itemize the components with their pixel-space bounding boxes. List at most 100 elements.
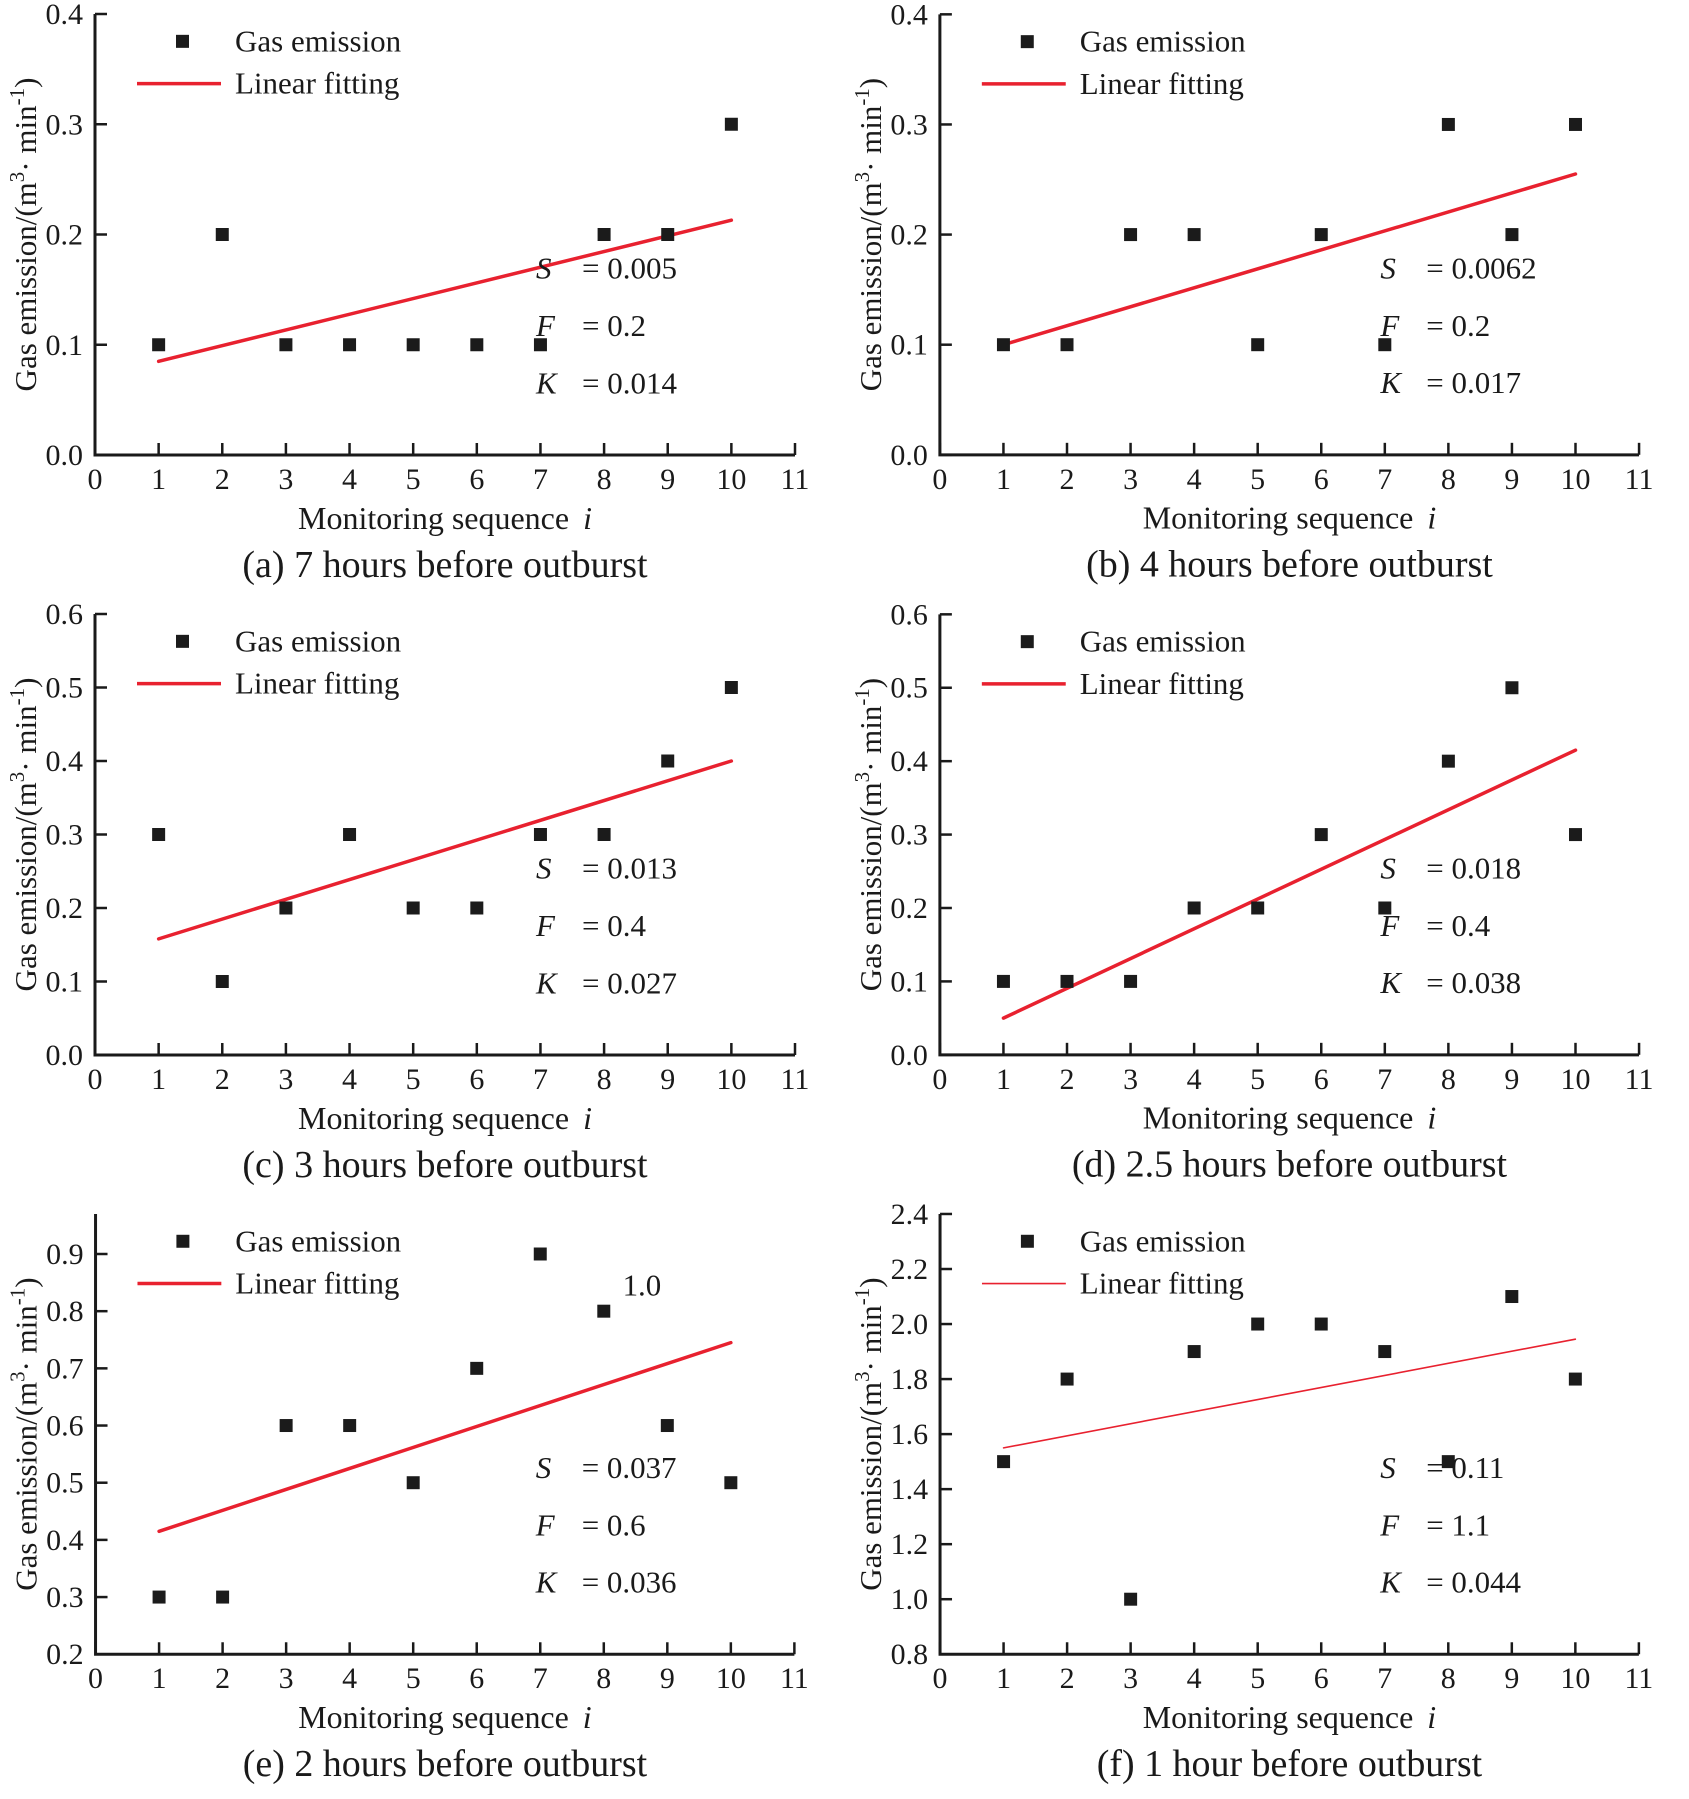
data-point (1505, 681, 1519, 695)
stat-line: K = 0.027 (535, 965, 677, 1000)
data-points (152, 117, 738, 352)
x-tick-label: 2 (1060, 1662, 1075, 1695)
y-tick-label: 0.0 (890, 439, 927, 472)
stat-line: K = 0.044 (1379, 1565, 1521, 1600)
stat-value: = 0.013 (582, 851, 677, 886)
x-tick-label: 8 (597, 463, 612, 496)
axis-spines (93, 14, 795, 457)
y-tick-label: 0.6 (46, 600, 84, 631)
x-axis-title-var: i (583, 500, 592, 536)
x-tick-label: 3 (1123, 1662, 1138, 1695)
x-axis-title-var: i (1427, 1700, 1436, 1735)
axis-spines (938, 1213, 1639, 1656)
legend-label-linear-fitting: Linear fitting (1080, 666, 1244, 701)
x-axis-title-var: i (583, 1700, 592, 1735)
x-tick-label: 6 (469, 1063, 484, 1096)
y-tick-label: 0.4 (46, 0, 84, 31)
legend: Gas emission Linear fitting (137, 23, 402, 101)
y-axis-title-prefix: Gas emission/(m (8, 782, 43, 991)
stat-letter: K (1379, 965, 1402, 1000)
y-axis-title-sup: 3 (5, 772, 29, 783)
x-tick-label: 1 (996, 1063, 1011, 1096)
fit-line (1002, 1338, 1577, 1449)
data-point (533, 828, 547, 841)
legend-point-marker-icon (1020, 35, 1034, 49)
y-axis-title: Gas emission/(m3· min-1) (5, 78, 43, 392)
y-tick-label: 0.9 (46, 1238, 83, 1271)
legend: Gas emission Linear fitting (981, 1223, 1246, 1301)
data-point (1569, 117, 1582, 131)
data-point (597, 228, 611, 241)
data-point (1251, 1317, 1265, 1331)
x-tick-label: 4 (1187, 463, 1202, 496)
y-tick-label: 0.2 (890, 892, 927, 925)
stat-value: = 0.027 (582, 965, 677, 1000)
data-point (996, 974, 1010, 988)
data-point (1568, 1372, 1582, 1386)
panel-b-chart: 0 1 2 3 4 5 6 7 8 9 10 11 0.0 0.1 0.2 0.3 0.4 Gas emissio… (850, 0, 1654, 586)
stat-letter: F (535, 908, 556, 943)
stat-letter: S (536, 851, 552, 886)
fit-line (156, 759, 734, 941)
y-tick-label: 0.3 (46, 108, 84, 141)
data-point (661, 754, 675, 768)
y-tick-label: 0.8 (46, 1295, 83, 1328)
x-tick-label: 10 (716, 1662, 746, 1695)
y-tick-label: 0.4 (46, 1524, 83, 1557)
y-axis-title-sup: -1 (5, 688, 29, 706)
data-point (406, 1476, 420, 1490)
x-tick-label: 10 (716, 1063, 746, 1096)
stat-value: = 0.044 (1426, 1565, 1521, 1600)
panel-d-chart: 0 1 2 3 4 5 6 7 8 9 10 11 0.0 0.1 0.2 0.3 0.4 0.5 0.6 Gas e… (850, 600, 1654, 1186)
axis-spines (94, 1213, 795, 1656)
legend-label-linear-fitting: Linear fitting (1080, 66, 1244, 101)
stat-value: = 0.014 (582, 365, 677, 400)
x-tick-label: 11 (781, 463, 810, 496)
x-tick-label: 5 (406, 463, 421, 496)
data-point (533, 1247, 547, 1261)
legend-label-linear-fitting: Linear fitting (235, 666, 399, 701)
stat-value: = 0.018 (1426, 851, 1521, 886)
data-points (152, 1247, 738, 1604)
stat-letter: K (1379, 1565, 1402, 1600)
stat-line: F = 0.2 (535, 308, 646, 343)
stat-letter: S (1380, 1450, 1395, 1485)
data-point (597, 1304, 611, 1318)
y-tick-label: 1.4 (891, 1473, 928, 1506)
y-axis-title-mid: · min (853, 705, 888, 772)
x-tick-label: 3 (1123, 463, 1138, 496)
x-axis-ticks: 0 1 2 3 4 5 6 7 8 9 10 11 (88, 1642, 809, 1695)
x-axis-title-text: Monitoring sequence (1143, 501, 1414, 536)
y-axis-title-sup: -1 (850, 88, 874, 105)
data-point (660, 1419, 674, 1433)
x-axis-title-text: Monitoring sequence (298, 1700, 569, 1735)
stat-letter: K (1379, 365, 1402, 400)
stat-line: S = 0.0062 (1380, 251, 1536, 286)
data-point (1060, 974, 1074, 988)
x-tick-label: 7 (533, 1662, 548, 1695)
data-point (1314, 228, 1328, 242)
stat-value: = 0.0062 (1426, 251, 1536, 286)
data-point (1124, 1592, 1138, 1606)
data-point (1187, 901, 1201, 915)
y-axis-title-sup: 3 (850, 772, 874, 782)
data-points (152, 681, 738, 988)
data-point (470, 338, 484, 352)
stat-letter: S (536, 1450, 551, 1485)
x-tick-label: 5 (1250, 1662, 1265, 1695)
y-axis-title-sup: -1 (5, 88, 29, 106)
stat-value: = 0.005 (582, 251, 677, 286)
y-axis-title-suffix: ) (9, 1277, 44, 1287)
legend: Gas emission Linear fitting (981, 24, 1246, 101)
stat-letter: F (1379, 308, 1400, 343)
y-axis-title: Gas emission/(m3· min-1) (850, 678, 888, 991)
x-tick-label: 9 (1504, 463, 1519, 496)
data-point (279, 1419, 293, 1433)
legend-point-marker-icon (176, 634, 189, 648)
fit-line (1001, 748, 1578, 1020)
x-tick-label: 7 (1377, 463, 1392, 496)
x-tick-label: 4 (1187, 1063, 1202, 1096)
data-point (470, 1361, 484, 1375)
x-tick-label: 4 (1187, 1662, 1202, 1695)
x-tick-label: 1 (151, 463, 166, 496)
